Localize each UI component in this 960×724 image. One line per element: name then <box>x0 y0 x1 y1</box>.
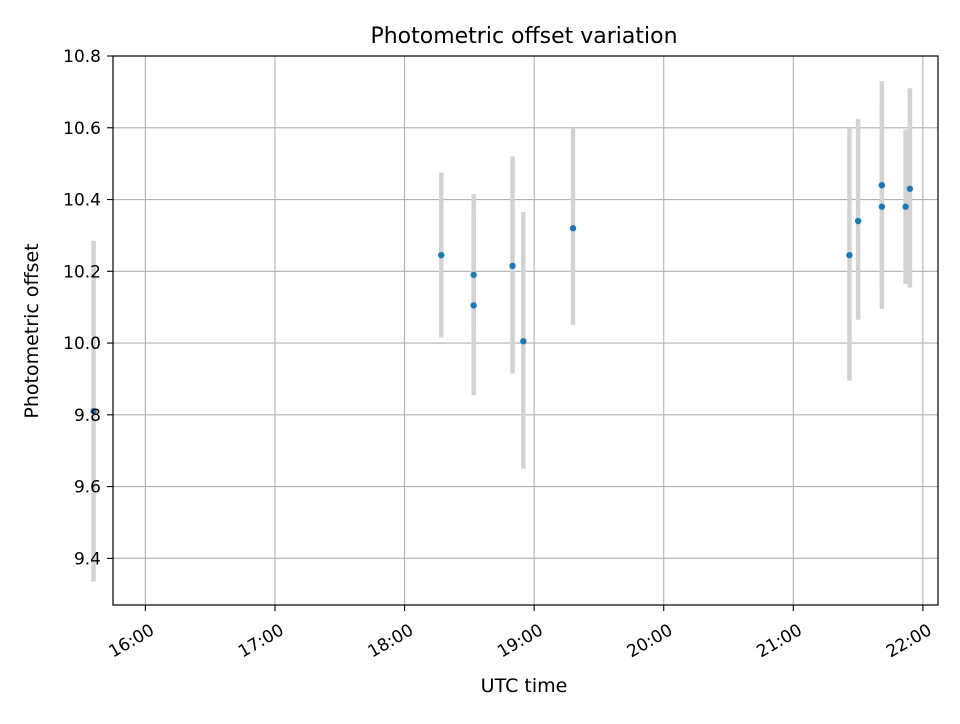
data-point <box>509 262 516 270</box>
x-tick-label: 21:00 <box>753 620 805 662</box>
x-axis-label: UTC time <box>481 675 568 697</box>
y-tick-label: 9.8 <box>74 406 101 426</box>
x-tick-label: 20:00 <box>624 620 676 662</box>
plot-frame <box>112 55 939 606</box>
data-points <box>90 181 914 415</box>
data-point <box>846 251 853 259</box>
data-point <box>569 225 577 232</box>
x-tick-label: 22:00 <box>883 620 935 662</box>
chart-title: Photometric offset variation <box>370 24 677 49</box>
data-point <box>878 181 886 189</box>
y-tick-label: 10.2 <box>63 262 101 282</box>
data-point <box>438 251 445 259</box>
x-tick-label: 18:00 <box>365 620 417 662</box>
y-tick-label: 10.0 <box>63 334 101 354</box>
data-point <box>906 185 914 192</box>
error-bars <box>91 81 913 582</box>
grid <box>113 55 938 605</box>
data-point <box>902 203 909 210</box>
data-point <box>854 217 862 225</box>
y-tick-label: 9.6 <box>74 478 101 498</box>
data-point <box>90 408 97 415</box>
x-axis-ticks: 16:00 17:00 18:00 19:00 20:00 21:00 22:00 <box>105 605 935 662</box>
x-tick-label: 19:00 <box>494 620 546 662</box>
y-tick-label: 10.6 <box>63 119 101 139</box>
y-tick-label: 9.4 <box>74 549 101 569</box>
y-tick-label: 10.4 <box>63 191 101 211</box>
data-point <box>520 338 527 345</box>
data-point <box>878 203 886 210</box>
y-axis-label: Photometric offset <box>21 243 43 418</box>
data-point <box>470 302 477 309</box>
y-axis-ticks: 9.4 9.6 9.8 10.0 10.2 10.4 10.6 10.8 <box>63 47 113 569</box>
data-point <box>470 271 477 279</box>
x-tick-label: 16:00 <box>105 620 157 662</box>
y-tick-label: 10.8 <box>63 47 101 67</box>
x-tick-label: 17:00 <box>235 620 287 662</box>
